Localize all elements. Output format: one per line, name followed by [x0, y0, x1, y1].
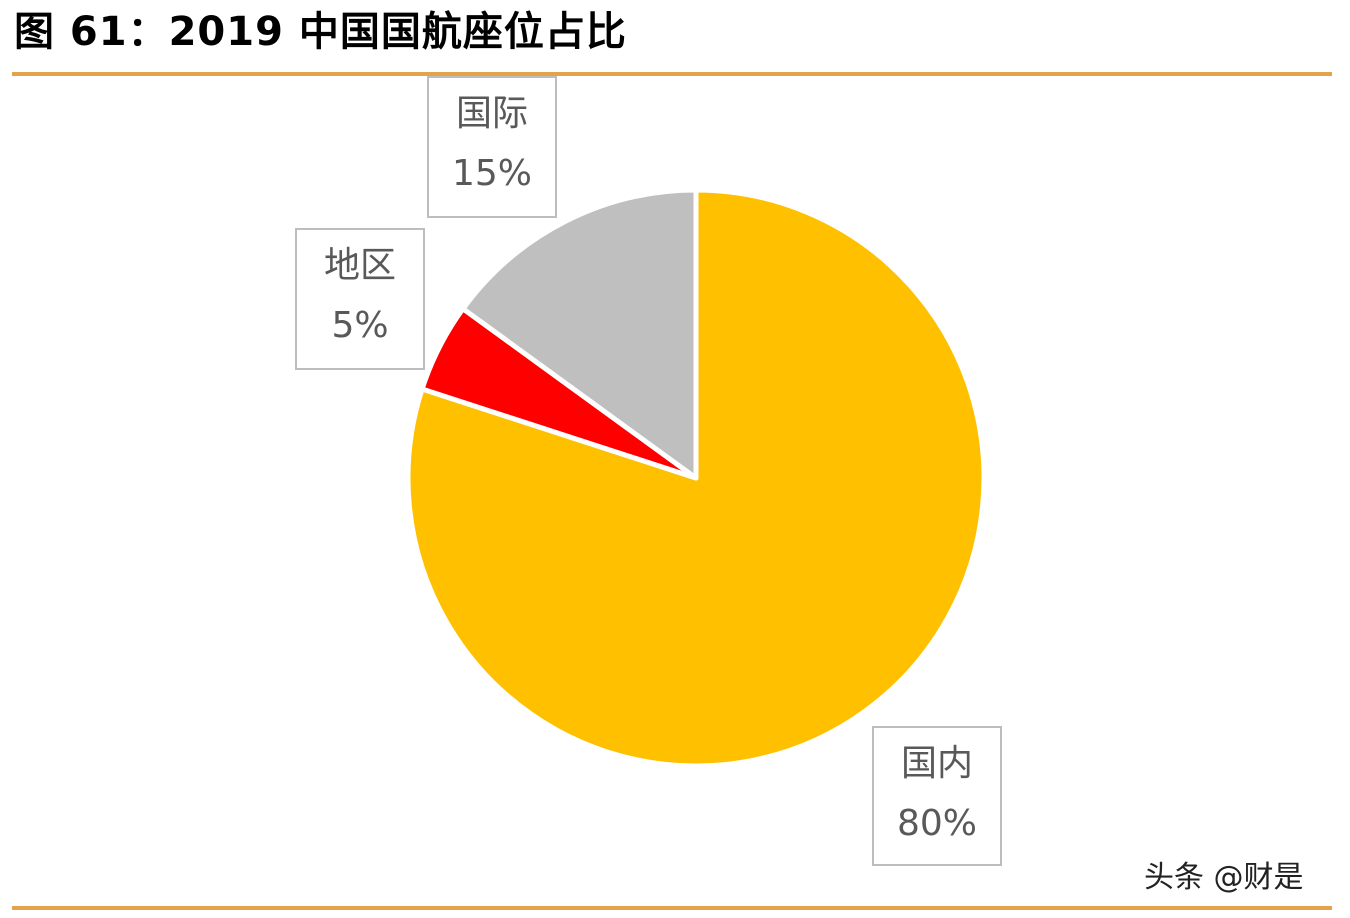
slice-label-regional-value: 5% [331, 305, 389, 346]
chart-title: 图 61：2019 中国国航座位占比 [14, 9, 627, 55]
slice-label-international-value: 15% [451, 153, 532, 194]
slice-label-domestic-name: 国内 [900, 743, 973, 784]
slice-label-regional-name: 地区 [323, 245, 396, 286]
slice-label-regional: 地区 5% [295, 228, 425, 370]
watermark: 头条 @财是 [1144, 860, 1304, 895]
top-rule [12, 72, 1332, 76]
pie-slice-international [460, 187, 699, 481]
slice-label-international-name: 国际 [455, 93, 528, 134]
slice-label-domestic-value: 80% [896, 803, 977, 844]
slice-label-domestic: 国内 80% [872, 726, 1002, 866]
bottom-rule [12, 906, 1332, 910]
slice-label-international: 国际 15% [427, 76, 557, 218]
